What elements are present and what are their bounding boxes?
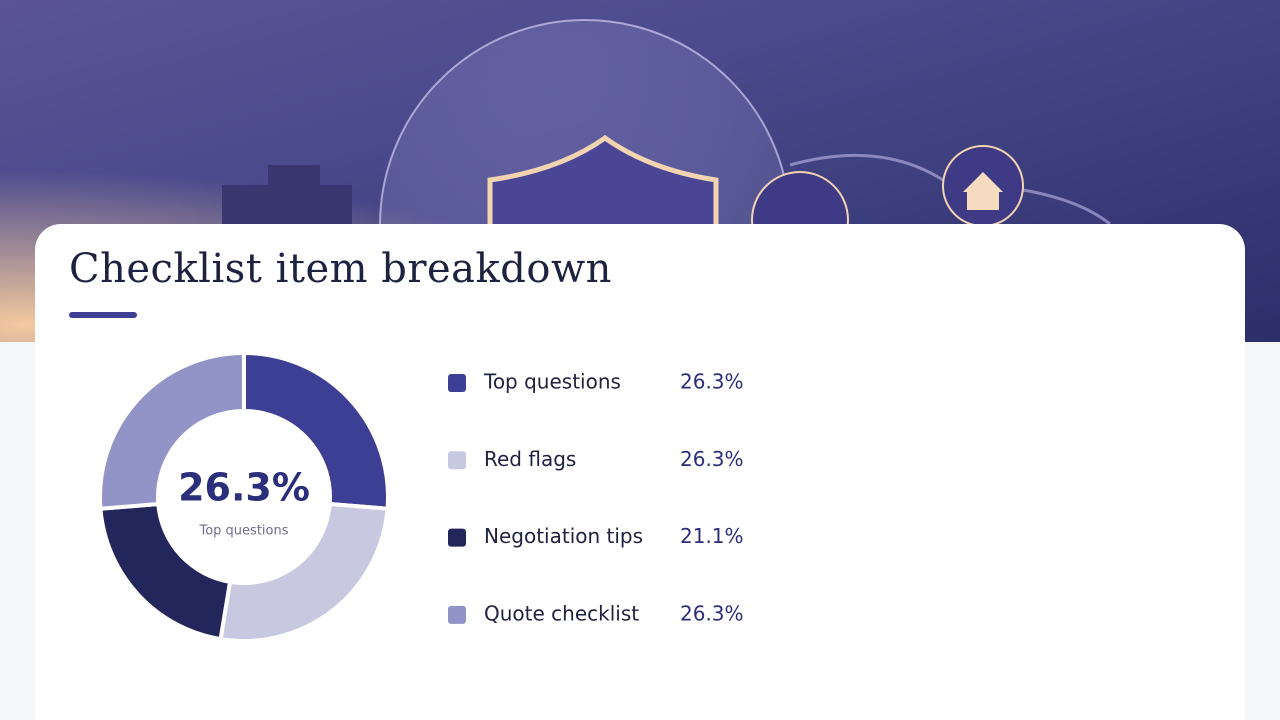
legend-value: 26.3% xyxy=(680,601,744,625)
legend-value: 21.1% xyxy=(680,524,744,548)
header-banner xyxy=(0,0,1280,342)
legend-swatch xyxy=(448,528,466,547)
center-value: 26.3% xyxy=(178,466,310,510)
donut-slice xyxy=(98,501,233,642)
title-underline xyxy=(69,312,137,318)
donut-slice xyxy=(218,501,390,643)
legend-label: Negotiation tips xyxy=(484,524,643,548)
legend-label: Top questions xyxy=(483,370,621,394)
legend-value: 26.3% xyxy=(680,447,744,471)
card-title: Checklist item breakdown xyxy=(69,246,612,292)
donut-slice xyxy=(242,350,390,511)
legend-value: 26.3% xyxy=(680,370,744,394)
legend-swatch xyxy=(448,605,466,624)
legend-label: Red flags xyxy=(484,447,576,471)
legend-swatch xyxy=(448,451,466,470)
center-label: Top questions xyxy=(198,524,288,539)
legend-label: Quote checklist xyxy=(484,601,639,625)
donut-slice xyxy=(98,350,246,511)
legend-swatch xyxy=(448,374,466,392)
